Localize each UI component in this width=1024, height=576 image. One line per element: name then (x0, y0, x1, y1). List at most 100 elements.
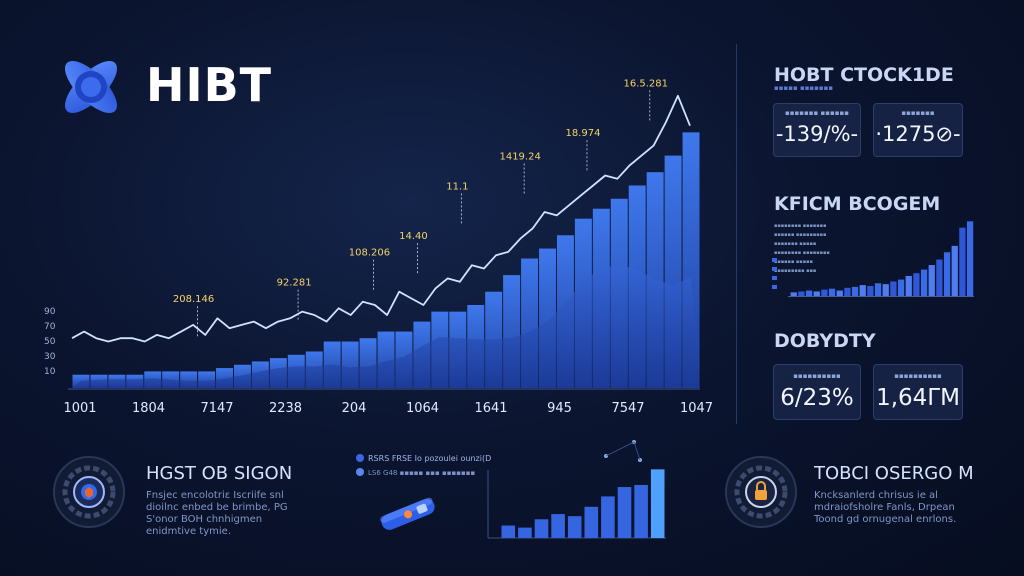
footer-bar (617, 487, 632, 538)
mini-bar (828, 288, 836, 296)
mini-bar (790, 292, 797, 296)
mini-bar (913, 273, 920, 296)
mini-bar (844, 287, 851, 296)
mini-bar-chart (772, 221, 974, 297)
footer-center-legend: RSRS FRSE Io pozoulei ounzi(D LS6 G48 ▪▪… (356, 452, 506, 480)
hibt-logo-icon (65, 61, 117, 113)
density-panel-title: DOBYDTY (774, 330, 876, 352)
footer-bar (567, 516, 582, 538)
footer-bar (518, 527, 532, 538)
y-tick-label: 50 (44, 337, 56, 347)
x-tick-label: 204 (342, 401, 367, 416)
mini-bar (851, 286, 859, 296)
legend-dot-icon (356, 468, 364, 476)
y-tick-label: 30 (44, 352, 56, 362)
mini-legend-item: ▪▪▪▪▪▪ ▪▪▪▪▪▪▪▪▪ (774, 232, 827, 238)
x-tick-label: 1064 (406, 401, 439, 416)
x-tick-label: 1641 (474, 401, 507, 416)
legend-dot-icon (356, 454, 364, 462)
x-tick-label: 1047 (680, 401, 713, 416)
mini-legend-item: ▪▪▪▪▪▪▪▪▪ ▪▪▪ (774, 268, 817, 274)
footer-bar (601, 496, 615, 538)
x-tick-label: 2238 (269, 401, 302, 416)
stock-card-2-value: ·1275⊘- (875, 122, 961, 146)
mini-chart-title: KFICM BCOGEM (774, 193, 941, 215)
mini-bar (966, 221, 974, 296)
mini-bar (951, 245, 958, 296)
footer-left-title: HGST OB SIGON (146, 463, 293, 484)
section-divider (736, 44, 737, 424)
stock-card-1-label: ▪▪▪▪▪▪▪ ▪▪▪▪▪▪ (785, 109, 849, 117)
annotation-label: 18.974 (565, 128, 600, 139)
density-card-1: ▪▪▪▪▪▪▪▪▪▪ 6/23% (773, 364, 861, 420)
stock-card-2: ▪▪▪▪▪▪▪ ·1275⊘- (873, 103, 963, 157)
mini-bar (867, 285, 874, 296)
mini-legend-item: ▪▪▪▪▪▪ ▪▪▪▪▪ (774, 259, 813, 265)
mini-bar (836, 290, 843, 296)
mini-bar (905, 275, 912, 296)
mini-bar (959, 227, 966, 296)
mini-bar (813, 291, 820, 296)
lock-ring-icon (725, 456, 797, 528)
mini-bar (805, 290, 813, 296)
mini-legend-item: ▪▪▪▪▪▪▪▪ ▪▪▪▪▪▪▪ (774, 223, 827, 229)
mini-bar (928, 265, 935, 296)
footer-bar-chart (487, 440, 666, 539)
footer-right-desc: Kncksanlerd chrisus ie al mdraiofsholre … (814, 490, 957, 525)
annotation-label: 92.281 (277, 278, 312, 289)
shield-ring-icon (53, 456, 125, 528)
footer-bar (650, 469, 665, 538)
x-tick-label: 7147 (200, 401, 233, 416)
mini-tick-marker (772, 276, 777, 280)
y-tick-label: 10 (44, 367, 56, 377)
brand-name: HIBT (146, 58, 273, 112)
center-legend-item: LS6 G48 ▪▪▪▪▪ ▪▪▪ ▪▪▪▪▪▪▪ (356, 466, 506, 480)
footer-bar (534, 519, 549, 538)
density-card-1-value: 6/23% (780, 385, 854, 411)
x-tick-label: 945 (547, 401, 572, 416)
x-tick-label: 1804 (132, 401, 165, 416)
footer-bar (501, 525, 516, 538)
mini-bar (798, 291, 805, 296)
stock-card-1-value: -139/%- (775, 122, 859, 146)
area-band (72, 264, 700, 388)
mini-legend-item: ▪▪▪▪▪▪▪▪ ▪▪▪▪▪▪▪▪ (774, 250, 830, 256)
mini-tick-marker (772, 258, 777, 262)
annotation-label: 16.5.281 (623, 78, 668, 89)
stock-card-2-label: ▪▪▪▪▪▪▪ (901, 109, 935, 117)
y-tick-label: 90 (44, 307, 56, 317)
mini-bar (943, 252, 951, 296)
stock-panel-subtitle: ▪▪▪▪▪ ▪▪▪▪▪▪▪ (774, 84, 834, 92)
mini-tick-marker (772, 285, 777, 289)
usb-key-icon (380, 497, 435, 530)
annotation-label: 208.146 (173, 294, 214, 305)
mini-bar (890, 281, 897, 296)
y-tick-label: 70 (44, 322, 56, 332)
mini-legend-item: ▪▪▪▪▪▪▪ ▪▪▪▪▪ (774, 241, 817, 247)
mini-bar (897, 279, 905, 296)
main-area-chart: 90 70 50 30 10 208.146 92.281 108.206 14.40 11.1 1… (44, 78, 713, 416)
density-card-1-label: ▪▪▪▪▪▪▪▪▪▪ (793, 372, 841, 380)
annotation-label: 11.1 (446, 181, 468, 192)
x-tick-label: 1001 (63, 401, 96, 416)
stock-card-1: ▪▪▪▪▪▪▪ ▪▪▪▪▪▪ -139/%- (773, 103, 861, 157)
footer-left-desc: Fnsjec encolotriε Iscriife snl dioilnc e… (146, 490, 288, 537)
footer-right-title: TOBCI OSERGO M (814, 463, 974, 484)
density-card-2-label: ▪▪▪▪▪▪▪▪▪▪ (894, 372, 942, 380)
annotation-label: 14.40 (399, 231, 428, 242)
node-connector (605, 441, 641, 461)
mini-bar (920, 269, 928, 296)
mini-bar (936, 259, 943, 296)
footer-bar (551, 514, 565, 538)
mini-bar (882, 284, 889, 296)
mini-bar (859, 285, 866, 296)
annotation-label: 1419.24 (499, 151, 540, 162)
footer-bar (634, 484, 648, 538)
footer-bar (584, 506, 599, 538)
stock-panel-title: HOBT CTOCK1DE (774, 64, 954, 86)
mini-bar (821, 289, 828, 296)
mini-bar (874, 283, 882, 296)
center-legend-item: RSRS FRSE Io pozoulei ounzi(D (356, 452, 506, 466)
x-tick-label: 7547 (611, 401, 644, 416)
mini-chart-legend: ▪▪▪▪▪▪▪▪ ▪▪▪▪▪▪▪ ▪▪▪▪▪▪ ▪▪▪▪▪▪▪▪▪ ▪▪▪▪▪▪… (774, 222, 852, 276)
